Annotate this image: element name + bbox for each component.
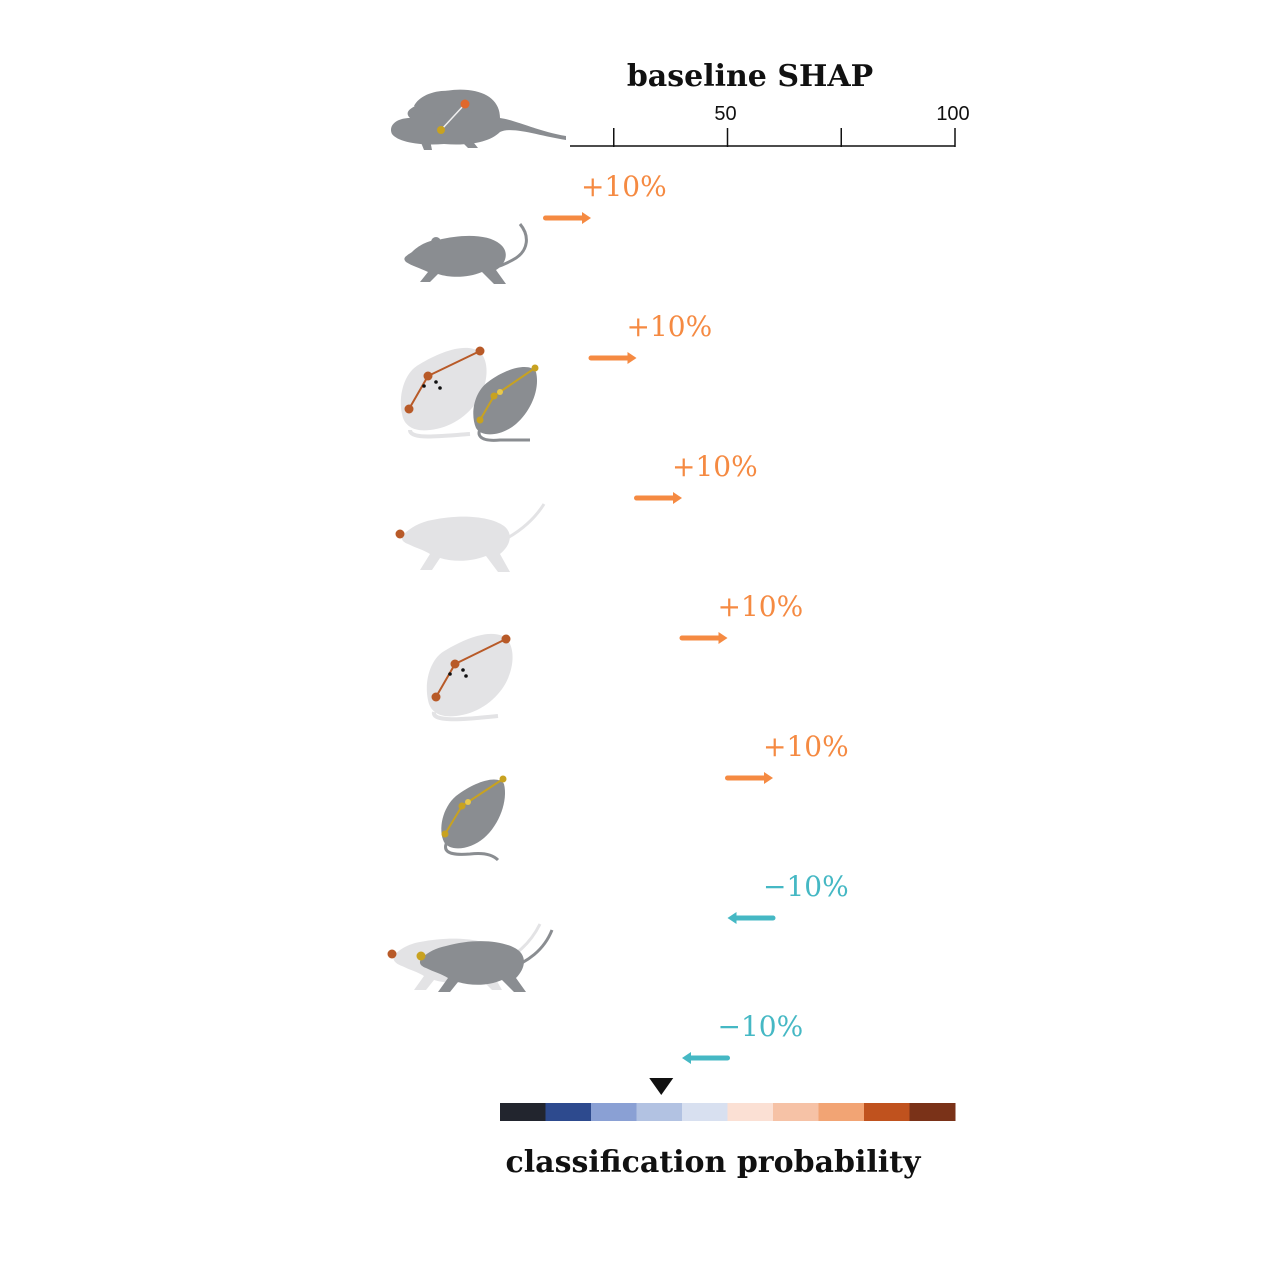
step-arrow-head [764, 772, 773, 784]
step-label: +10% [627, 310, 713, 343]
step-6: −10% [727, 870, 849, 924]
step-arrow-head [718, 632, 728, 644]
walking-rat-icon [404, 223, 528, 284]
step-arrow-head [582, 212, 591, 224]
colorbar-swatch [773, 1103, 819, 1121]
step-arrow-head [682, 1052, 691, 1064]
colorbar-swatch [591, 1103, 637, 1121]
axis-ticks [613, 128, 956, 147]
step-3: +10% [634, 450, 758, 504]
nose-point-rat-icon [395, 503, 546, 572]
baseline-rats-icon [390, 89, 566, 150]
step-4: +10% [679, 590, 804, 644]
light-rat-keypoints-icon [426, 633, 513, 722]
axis-tick-label-100: 100 [936, 103, 969, 125]
axis-tick-labels: 50 100 [714, 103, 969, 125]
step-label: +10% [581, 170, 667, 203]
step-arrow-head [627, 352, 637, 364]
step-1: +10% [543, 170, 667, 224]
colorbar-swatch [636, 1103, 683, 1121]
two-rats-rearing-icon [400, 346, 539, 442]
step-label: −10% [763, 870, 849, 903]
step-arrow-head [727, 912, 737, 924]
step-7: −10% [682, 1010, 803, 1064]
step-2: +10% [588, 310, 713, 364]
step-label: +10% [672, 450, 758, 483]
dark-rat-keypoints-icon [441, 775, 507, 862]
colorbar-title: classification probability [506, 1145, 923, 1180]
colorbar-swatch [818, 1103, 865, 1121]
step-label: +10% [718, 590, 804, 623]
step-label: +10% [763, 730, 849, 763]
colorbar-swatch [727, 1103, 774, 1121]
colorbar-swatch [500, 1103, 546, 1121]
shap-steps: +10% +10% +10% +10% +10% −10% −10% [543, 170, 849, 1064]
rat-approach-icon [387, 923, 554, 992]
colorbar [500, 1103, 956, 1121]
colorbar-swatch [545, 1103, 592, 1121]
colorbar-swatch [864, 1103, 910, 1121]
step-label: −10% [718, 1010, 804, 1043]
step-arrow-head [673, 492, 682, 504]
chart-title: baseline SHAP [627, 59, 873, 94]
colorbar-swatch [682, 1103, 728, 1121]
colorbar-marker [649, 1078, 674, 1095]
axis-tick-label-50: 50 [714, 103, 736, 125]
step-5: +10% [725, 730, 849, 784]
colorbar-swatch [909, 1103, 956, 1121]
